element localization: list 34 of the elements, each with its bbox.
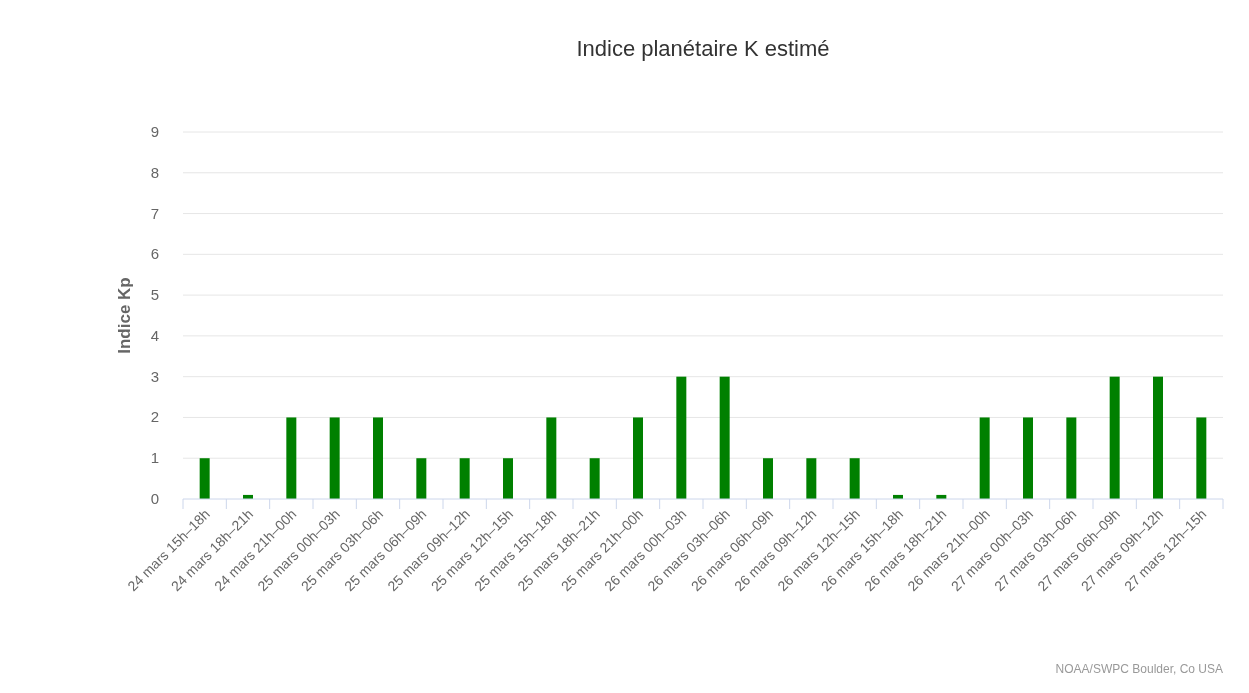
bar: [676, 376, 687, 499]
bar: [1153, 376, 1163, 499]
bar: [286, 417, 297, 499]
bar: [849, 458, 860, 499]
bar: [329, 417, 340, 499]
y-tick-label: 1: [150, 449, 159, 467]
bar: [979, 417, 990, 499]
y-tick-label: 3: [150, 367, 159, 385]
bar: [806, 458, 817, 499]
y-tick-label: 5: [150, 286, 159, 304]
bar: [633, 417, 643, 499]
bar: [503, 458, 513, 499]
bar: [589, 458, 600, 499]
y-axis-title: Indice Kp: [115, 277, 134, 354]
bar: [719, 376, 730, 499]
bar: [459, 458, 470, 499]
bar: [1023, 417, 1033, 499]
bar: [546, 417, 557, 499]
y-tick-label: 7: [150, 204, 159, 222]
bar: [763, 458, 773, 499]
bar: [199, 458, 210, 499]
y-tick-label: 4: [150, 326, 159, 344]
y-tick-label: 9: [150, 123, 159, 140]
chart-title: Indice planétaire K estimé: [576, 36, 830, 61]
bar: [1196, 417, 1207, 499]
bar: [1066, 417, 1077, 499]
bar: [1109, 376, 1120, 499]
y-tick-label: 6: [150, 245, 159, 263]
y-tick-label: 8: [150, 163, 159, 181]
y-tick-label: 0: [150, 490, 159, 507]
y-tick-label: 2: [150, 408, 159, 426]
text: NOAA/SWPC Boulder, Co USA: [1055, 662, 1223, 676]
bar: [416, 458, 427, 499]
bar: [373, 417, 383, 499]
